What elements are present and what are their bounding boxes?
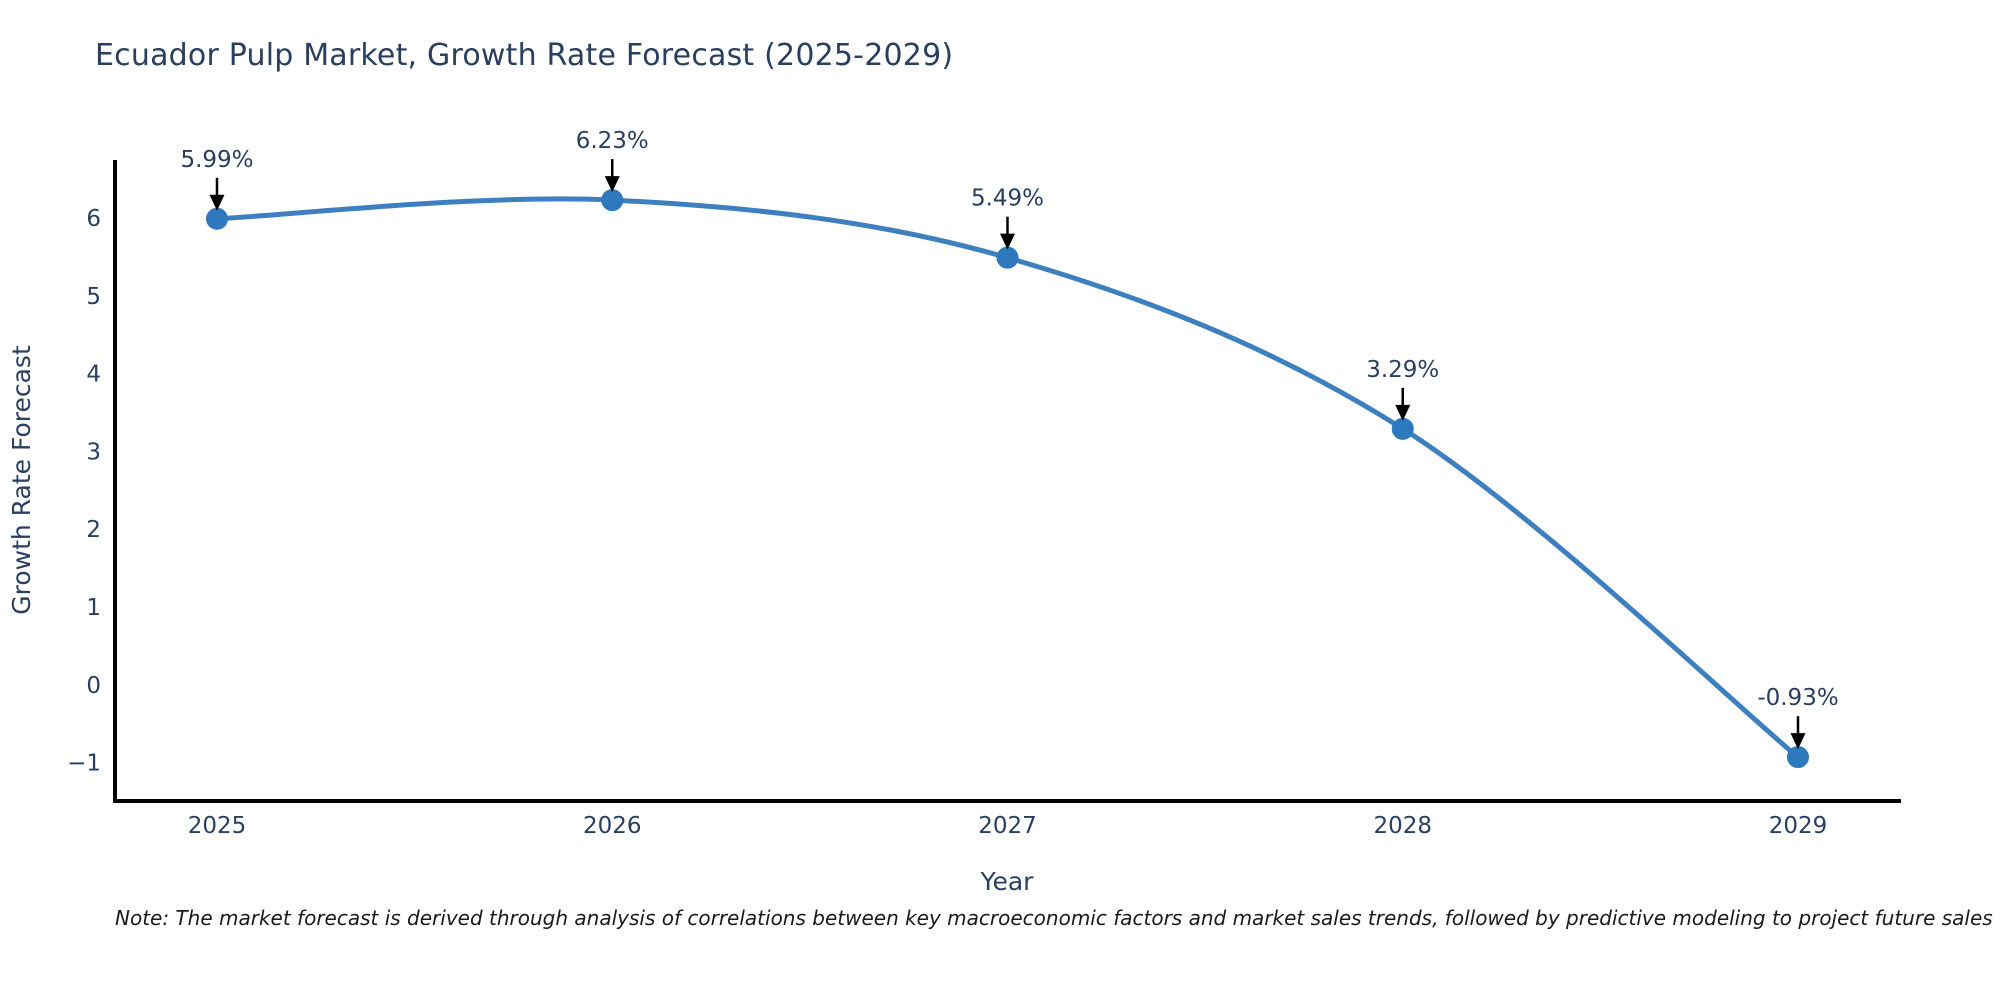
data-point-marker [996, 246, 1019, 269]
y-tick-label: 3 [86, 439, 101, 465]
data-point-marker [1787, 746, 1809, 769]
y-tick-label: −1 [67, 751, 101, 777]
x-tick-label: 2029 [1769, 813, 1828, 839]
growth-rate-line [214, 196, 1801, 760]
point-value-label: 5.99% [180, 147, 253, 173]
annotation-arrowhead-icon [1000, 233, 1015, 250]
x-tick-label: 2025 [188, 813, 247, 839]
y-tick-label: 2 [86, 517, 101, 543]
point-value-label: 3.29% [1366, 357, 1439, 383]
annotation-layer: 5.99% 6.23% 5.49% 3.29% -0.93% [180, 128, 1839, 750]
annotation-arrowhead-icon [1395, 404, 1411, 421]
data-point-marker [601, 189, 624, 212]
data-point-marker [1391, 417, 1414, 440]
point-value-label: 6.23% [576, 128, 649, 154]
y-tick-label: 1 [86, 595, 101, 621]
y-tick-label: 5 [86, 284, 101, 310]
ticks-layer: −1 0 1 2 3 4 5 6 2025 2026 2027 2028 2029 [67, 206, 1827, 839]
point-value-label: -0.93% [1757, 685, 1838, 711]
x-tick-label: 2026 [583, 813, 642, 839]
y-tick-label: 4 [86, 362, 101, 388]
x-tick-label: 2028 [1373, 813, 1432, 839]
chart-title: Ecuador Pulp Market, Growth Rate Forecas… [95, 38, 954, 73]
series-layer [206, 189, 1809, 769]
x-axis-title: Year [980, 867, 1035, 896]
y-tick-label: 6 [86, 206, 101, 232]
y-tick-label: 0 [86, 673, 101, 699]
x-tick-label: 2027 [978, 813, 1037, 839]
annotation-arrowhead-icon [209, 194, 225, 211]
footnote: Note: The market forecast is derived thr… [115, 906, 1993, 930]
annotation-arrowhead-icon [604, 176, 620, 193]
axes-layer [113, 160, 1901, 803]
data-point-marker [206, 207, 228, 230]
annotation-arrowhead-icon [1790, 733, 1806, 750]
point-value-label: 5.49% [971, 186, 1044, 212]
y-axis-title: Growth Rate Forecast [7, 345, 36, 615]
